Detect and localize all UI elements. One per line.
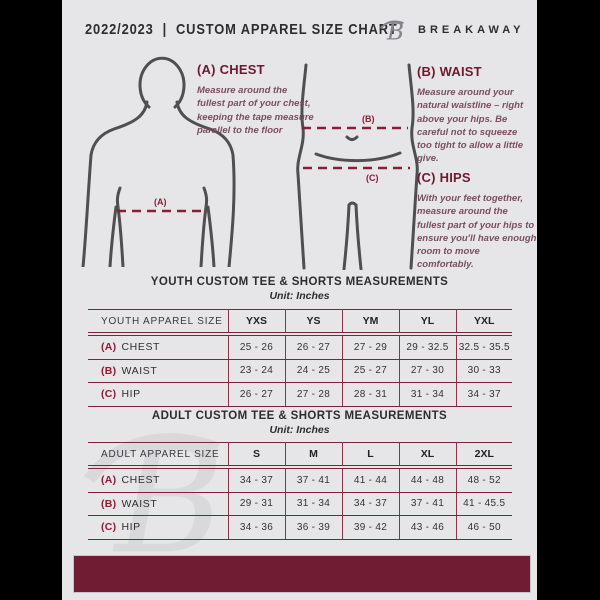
value-cell: 34 - 37 (227, 467, 285, 493)
breakaway-logo-icon: B (380, 18, 404, 46)
table-row: (A) CHEST 25 - 26 26 - 27 27 - 29 29 - 32… (88, 334, 512, 360)
table-row: (B) WAIST 23 - 24 24 - 25 25 - 27 27 - 30… (88, 359, 512, 383)
header-cell: YXS (227, 309, 285, 336)
header-cell: L (341, 442, 399, 469)
value-cell: 46 - 50 (455, 515, 512, 540)
value-cell: 26 - 27 (227, 382, 285, 407)
adult-size-table: ADULT APPAREL SIZE S M L XL 2XL (A) CHEST… (88, 442, 512, 540)
header-cell: S (227, 442, 285, 469)
youth-unit-label: Unit: Inches (269, 290, 330, 302)
value-cell: 27 - 29 (341, 334, 399, 360)
value-cell: 41 - 45.5 (455, 492, 512, 516)
value-cell: 26 - 27 (284, 334, 342, 360)
value-cell: 48 - 52 (455, 467, 512, 493)
hips-marker-label: (C) (366, 173, 379, 183)
value-cell: 44 - 48 (398, 467, 456, 493)
header-cell: YM (341, 309, 399, 336)
row-label: (B) WAIST (88, 359, 228, 383)
chest-instruction-text: Measure around the fullest part of your … (197, 85, 314, 136)
chest-instruction: (A) CHEST Measure around the fullest part… (197, 62, 317, 137)
value-cell: 31 - 34 (284, 492, 342, 516)
chest-marker-label: (A) (154, 197, 167, 207)
header-cell: YXL (455, 309, 512, 336)
waist-heading: (B) WAIST (417, 64, 482, 79)
row-label: (C) HIP (88, 515, 228, 540)
row-label: (A) CHEST (88, 334, 228, 360)
value-cell: 24 - 25 (284, 359, 342, 383)
waist-instruction: (B) WAIST Measure around your natural wai… (417, 64, 531, 166)
table-row: (C) HIP 34 - 36 36 - 39 39 - 42 43 - 46 4… (88, 515, 512, 540)
table-row: (B) WAIST 29 - 31 31 - 34 34 - 37 37 - 41… (88, 492, 512, 516)
header-cell: M (284, 442, 342, 469)
value-cell: 34 - 37 (455, 382, 512, 407)
brand-name: BREAKAWAY (418, 24, 525, 36)
waist-instruction-text: Measure around your natural waistline – … (417, 87, 524, 165)
value-cell: 27 - 28 (284, 382, 342, 407)
chest-heading: (A) CHEST (197, 62, 265, 77)
row-label: (B) WAIST (88, 492, 228, 516)
table-row: (C) HIP 26 - 27 27 - 28 28 - 31 31 - 34 3… (88, 382, 512, 407)
row-label: (C) HIP (88, 382, 228, 407)
value-cell: 41 - 44 (341, 467, 399, 493)
value-cell: 34 - 36 (227, 515, 285, 540)
footer-bar (73, 555, 531, 593)
adult-unit-label: Unit: Inches (269, 424, 330, 436)
logo-letter: B (386, 18, 404, 46)
value-cell: 34 - 37 (341, 492, 399, 516)
hips-instruction-text: With your feet together, measure around … (417, 193, 537, 271)
youth-section-title: YOUTH CUSTOM TEE & SHORTS MEASUREMENTS (150, 276, 449, 288)
value-cell: 37 - 41 (284, 467, 342, 493)
value-cell: 25 - 27 (341, 359, 399, 383)
hips-heading: (C) HIPS (417, 170, 471, 185)
youth-size-table: YOUTH APPAREL SIZE YXS YS YM YL YXL (A) C… (88, 309, 512, 407)
header-cell: 2XL (455, 442, 512, 469)
value-cell: 28 - 31 (341, 382, 399, 407)
value-cell: 36 - 39 (284, 515, 342, 540)
header-cell: XL (398, 442, 456, 469)
adult-header-row: ADULT APPAREL SIZE S M L XL 2XL (88, 442, 512, 469)
torso-figure-diagram: (A) (81, 56, 236, 267)
lower-body-figure-diagram: (B) (C) (296, 63, 419, 270)
value-cell: 27 - 30 (398, 359, 456, 383)
adult-section-title: ADULT CUSTOM TEE & SHORTS MEASUREMENTS (151, 410, 448, 422)
value-cell: 32.5 - 35.5 (455, 334, 512, 360)
table-row: (A) CHEST 34 - 37 37 - 41 41 - 44 44 - 48… (88, 467, 512, 493)
value-cell: 39 - 42 (341, 515, 399, 540)
page-title: 2022/2023 | CUSTOM APPAREL SIZE CHART (85, 21, 398, 38)
header-cell: YS (284, 309, 342, 336)
waist-marker-label: (B) (362, 114, 375, 124)
brand: B BREAKAWAY (380, 14, 525, 46)
header-cell: YL (398, 309, 456, 336)
value-cell: 25 - 26 (227, 334, 285, 360)
youth-header-row: YOUTH APPAREL SIZE YXS YS YM YL YXL (88, 309, 512, 336)
hips-instruction: (C) HIPS With your feet together, measure… (417, 170, 537, 272)
size-chart-page: B 2022/2023 | CUSTOM APPAREL SIZE CHART … (62, 0, 537, 600)
value-cell: 29 - 32.5 (398, 334, 456, 360)
value-cell: 29 - 31 (227, 492, 285, 516)
header-cell: ADULT APPAREL SIZE (88, 442, 228, 469)
header-cell: YOUTH APPAREL SIZE (88, 309, 228, 336)
row-label: (A) CHEST (88, 467, 228, 493)
value-cell: 23 - 24 (227, 359, 285, 383)
value-cell: 31 - 34 (398, 382, 456, 407)
value-cell: 43 - 46 (398, 515, 456, 540)
value-cell: 30 - 33 (455, 359, 512, 383)
value-cell: 37 - 41 (398, 492, 456, 516)
